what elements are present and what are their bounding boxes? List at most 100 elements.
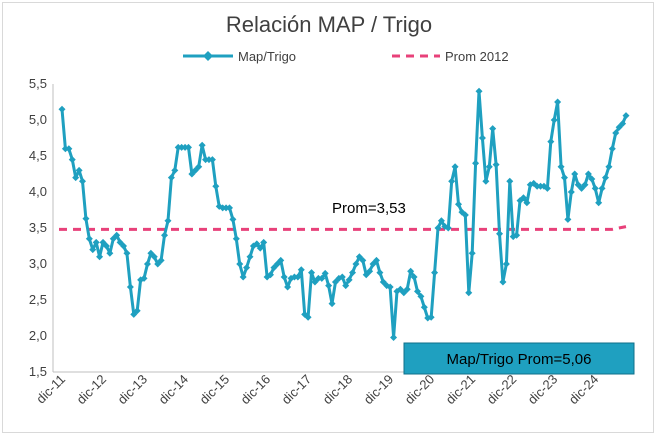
data-point [591,184,599,192]
data-point [584,170,592,178]
x-tick-label: dic-13 [115,372,151,408]
data-point [448,177,456,185]
data-point [557,163,565,171]
x-tick-label: dic-23 [525,372,561,408]
data-point [560,174,568,182]
data-point [184,143,192,151]
data-point [198,141,206,149]
data-point [318,274,326,282]
data-point [543,184,551,192]
annotation-box-rect [403,342,635,375]
data-point [253,240,261,248]
data-point [390,333,398,341]
data-point [578,184,586,192]
data-point [554,98,562,106]
data-point [267,271,275,279]
data-point [489,125,497,133]
data-point [328,300,336,308]
data-point [550,116,558,124]
data-point [270,264,278,272]
data-point [523,199,531,207]
data-point [420,303,428,311]
data-point [372,256,380,264]
x-axis-ticks: dic-11 dic-12 dic-13 dic-14 dic-15 dic-16 dic-… [33,372,601,408]
data-point [444,224,452,232]
legend-series-label: Map/Trigo [238,49,296,64]
data-point [325,282,333,290]
data-point [256,244,264,252]
data-point [106,249,114,257]
data-point [89,246,97,254]
data-point [451,163,459,171]
data-point [437,217,445,225]
data-point [72,174,80,182]
data-point [225,204,233,212]
annotation-box: Map/Trigo Prom=5,06 [403,342,635,375]
x-tick-label: dic-19 [361,372,397,408]
data-point [396,285,404,293]
x-tick-label: dic-16 [238,372,274,408]
data-point [468,249,476,257]
data-point [297,266,305,274]
data-point [109,235,117,243]
series-avg-line [59,225,627,231]
data-point [574,181,582,189]
legend-avg-label: Prom 2012 [445,49,509,64]
data-point [113,231,121,239]
y-tick-label: 2,0 [29,328,47,343]
data-point [147,249,155,257]
data-point [352,260,360,268]
data-point [143,260,151,268]
data-point [622,112,630,120]
data-point [417,292,425,300]
data-point [615,123,623,131]
data-point [619,120,627,128]
data-point [280,273,288,281]
data-point [427,313,435,321]
data-point [321,269,329,277]
data-point [519,194,527,202]
data-point [506,177,514,185]
data-point [485,163,493,171]
data-point [362,271,370,279]
data-point [102,242,110,250]
data-point [191,166,199,174]
data-point [499,278,507,286]
chart-title: Relación MAP / Trigo [226,12,432,37]
y-tick-label: 5,0 [29,112,47,127]
data-point [601,174,609,182]
data-point [75,166,83,174]
y-tick-label: 5,5 [29,76,47,91]
data-point [273,260,281,268]
data-point [410,273,418,281]
data-point [413,287,421,295]
data-point [595,199,603,207]
data-point [308,269,316,277]
data-point [379,278,387,286]
y-axis-ticks: 1,5 2,0 2,5 3,0 3,5 4,0 4,5 5,0 5,5 [29,76,47,379]
data-point [68,156,76,164]
data-point [161,231,169,239]
data-point [208,156,216,164]
data-point [475,87,483,95]
data-point [294,273,302,281]
y-tick-label: 3,5 [29,220,47,235]
y-tick-label: 1,5 [29,364,47,379]
x-tick-label: dic-21 [443,372,479,408]
data-point [150,253,158,261]
data-point [331,278,339,286]
y-tick-label: 3,0 [29,256,47,271]
data-point [605,163,613,171]
data-point [571,170,579,178]
data-point [85,235,93,243]
data-point [157,256,165,264]
data-point [581,181,589,189]
annotation-box-text: Map/Trigo Prom=5,06 [447,351,592,368]
data-point [65,145,73,153]
data-point [277,256,285,264]
data-point [407,267,415,275]
data-point [355,253,363,261]
x-tick-label: dic-24 [566,372,602,408]
x-tick-label: dic-12 [73,372,109,408]
